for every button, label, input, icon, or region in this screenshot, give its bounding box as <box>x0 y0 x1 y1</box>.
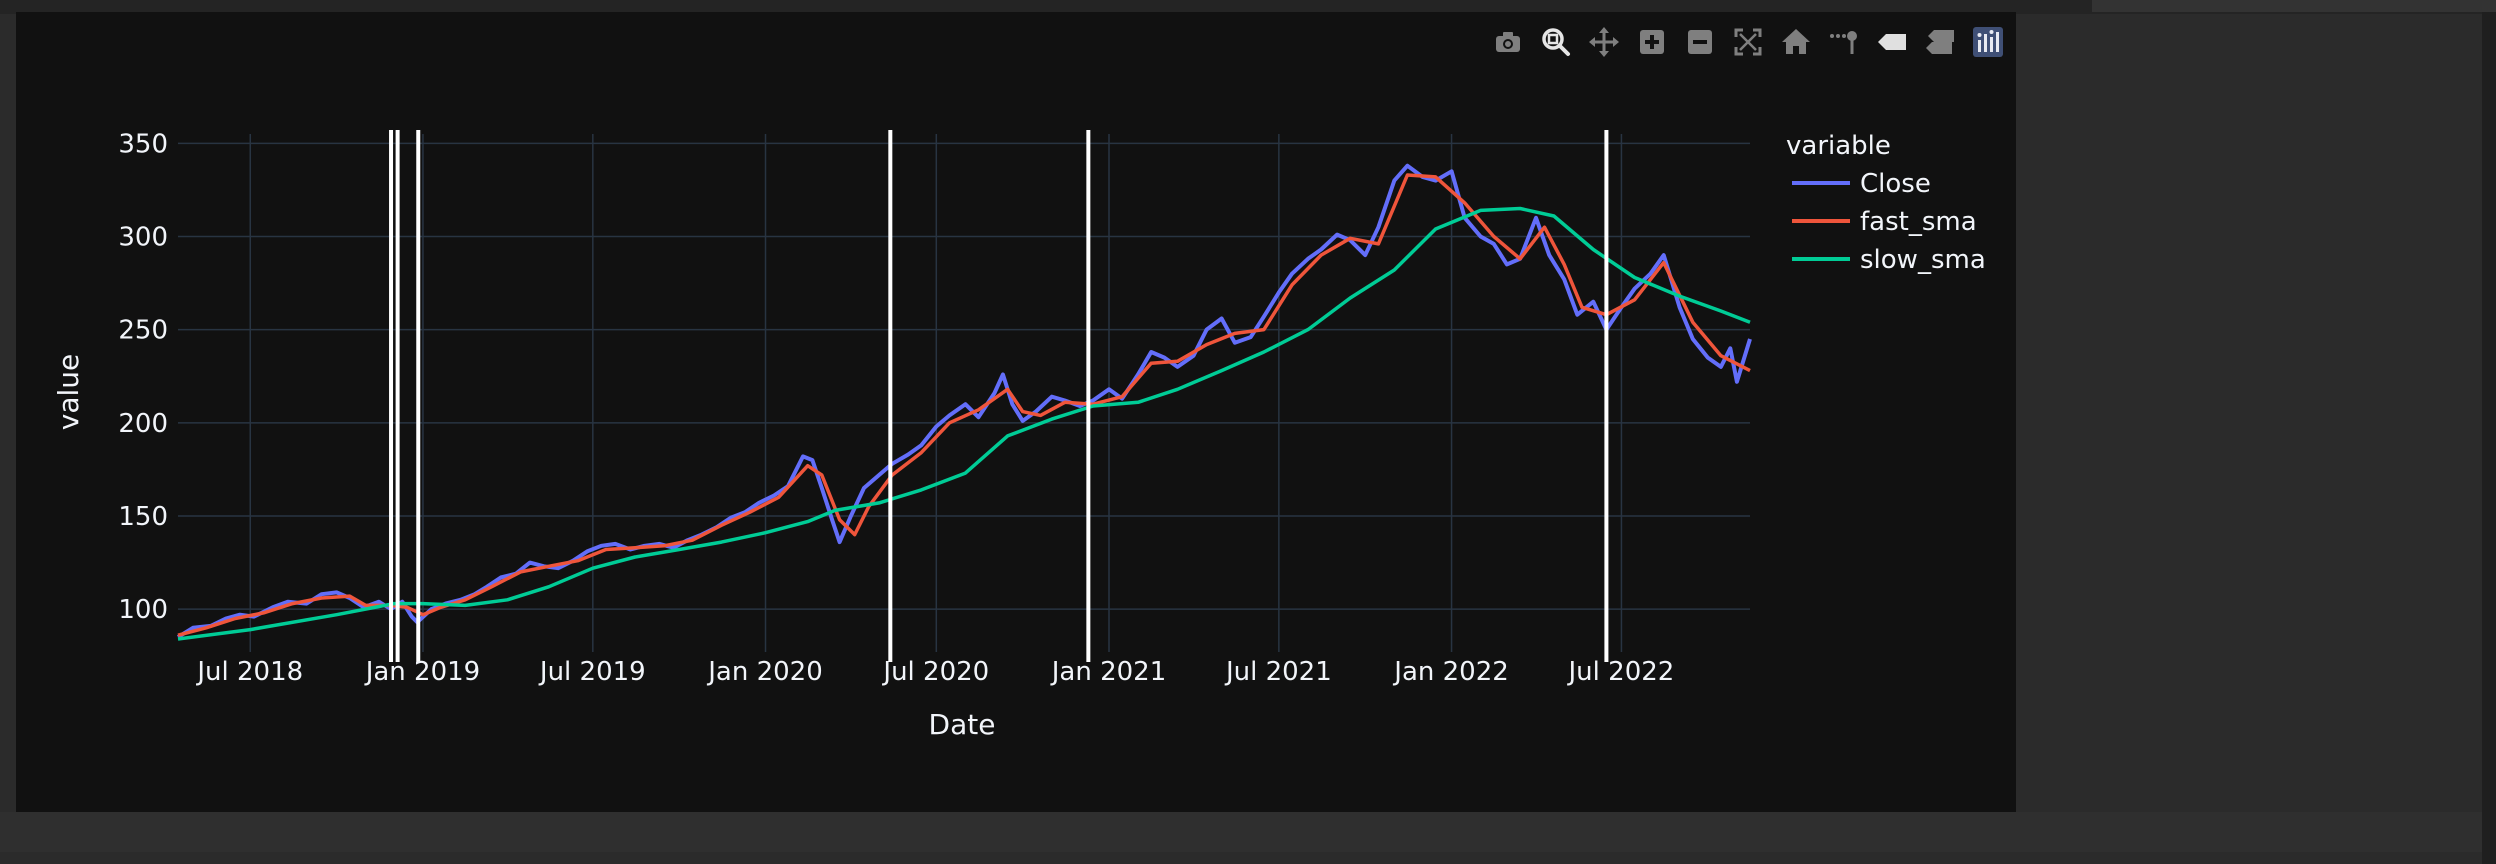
x-tick-label: Jan 2020 <box>706 657 823 687</box>
legend-title: variable <box>1786 131 1891 161</box>
x-tick-label: Jul 2021 <box>1224 657 1332 687</box>
plotly-logo-icon <box>1973 27 2003 57</box>
legend-item-Close[interactable]: Close <box>1792 169 1931 199</box>
hover-compare-button[interactable] <box>1922 24 1958 60</box>
autoscale-button[interactable] <box>1730 24 1766 60</box>
camera-icon <box>1496 32 1520 52</box>
legend[interactable]: variable Close fast_sma slow_sma <box>1786 131 1986 275</box>
x-tick-label: Jul 2019 <box>538 657 646 687</box>
y-tick-label: 100 <box>118 595 168 625</box>
tick-labels-layer: 100 150 200 250 300 350 Jul 2018 Jan 2019 Jul 20… <box>118 129 1674 687</box>
hover-closest-button[interactable] <box>1874 24 1910 60</box>
spike-lines-button[interactable] <box>1826 24 1862 60</box>
legend-item-fast-sma[interactable]: fast_sma <box>1792 207 1977 237</box>
bottom-scrollbar-area[interactable] <box>0 812 2482 852</box>
y-tick-label: 250 <box>118 316 168 346</box>
series-layer <box>176 163 1752 641</box>
y-tick-label: 300 <box>118 222 168 252</box>
x-axis-title: Date <box>929 708 996 741</box>
vertical-lines-layer <box>389 130 1609 662</box>
hover-compare-icon <box>1926 30 1954 54</box>
camera-button[interactable] <box>1490 24 1526 60</box>
legend-label: Close <box>1860 169 1931 199</box>
x-tick-label: Jul 2020 <box>881 657 989 687</box>
y-tick-label: 150 <box>118 502 168 532</box>
spike-lines-icon <box>1830 31 1857 54</box>
legend-label: slow_sma <box>1860 245 1986 275</box>
pan-icon <box>1589 27 1619 57</box>
zoom-icon <box>1542 28 1570 56</box>
window-top-bar-right <box>2092 0 2496 12</box>
plotly-logo-button[interactable] <box>1970 24 2006 60</box>
zoom-button[interactable] <box>1538 24 1574 60</box>
zoom-in-button[interactable] <box>1634 24 1670 60</box>
hover-closest-icon <box>1878 34 1906 50</box>
legend-label: fast_sma <box>1860 207 1977 237</box>
series-line-slow-sma[interactable] <box>177 206 1751 641</box>
modebar <box>1490 20 2006 64</box>
window-top-bar <box>0 0 2496 14</box>
zoom-in-icon <box>1640 30 1664 54</box>
grid-layer <box>178 134 1750 652</box>
legend-item-slow-sma[interactable]: slow_sma <box>1792 245 1986 275</box>
zoom-out-icon <box>1688 30 1712 54</box>
zoom-out-button[interactable] <box>1682 24 1718 60</box>
reset-axes-button[interactable] <box>1778 24 1814 60</box>
x-tick-label: Jan 2019 <box>364 657 481 687</box>
x-tick-label: Jul 2022 <box>1567 657 1675 687</box>
series-line-fast-sma[interactable] <box>177 173 1751 637</box>
autoscale-icon <box>1734 28 1762 56</box>
window-right-edge <box>2482 12 2496 864</box>
x-tick-label: Jan 2021 <box>1050 657 1167 687</box>
pan-button[interactable] <box>1586 24 1622 60</box>
x-tick-label: Jul 2018 <box>195 657 303 687</box>
x-tick-label: Jan 2022 <box>1392 657 1509 687</box>
home-icon <box>1782 29 1810 54</box>
y-tick-label: 350 <box>118 129 168 159</box>
y-tick-label: 200 <box>118 409 168 439</box>
chart-container[interactable]: 100 150 200 250 300 350 Jul 2018 Jan 2019 Jul 20… <box>16 12 2016 812</box>
plot-area[interactable]: 100 150 200 250 300 350 Jul 2018 Jan 2019 Jul 20… <box>16 12 2016 812</box>
y-axis-title: value <box>52 354 85 430</box>
